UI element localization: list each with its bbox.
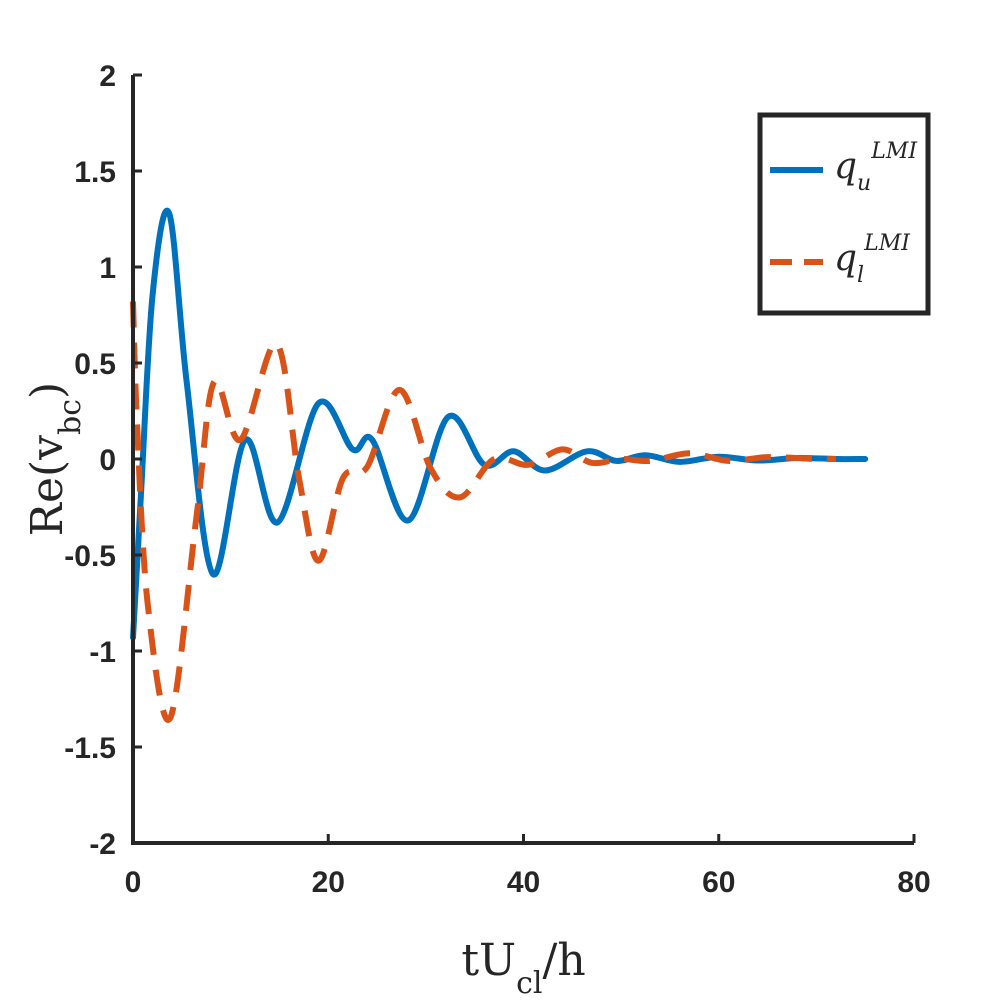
y-tick-label: 1 [99,252,116,285]
x-tick-label: 40 [507,866,540,899]
y-tick-label: 0 [99,444,116,477]
label-subscript: cl [516,966,542,1001]
label-base: Re(v [22,435,73,536]
y-tick-label: 2 [99,60,116,93]
axes [131,73,916,845]
series-line-0 [130,207,869,641]
x-tick-label: 0 [125,866,142,899]
label-subscript: bc [53,399,88,435]
label-tail: /h [543,935,586,986]
plot-lines [130,207,869,723]
y-tick-label: -2 [89,828,116,861]
x-tick-label: 80 [897,866,930,899]
x-tick-label: 20 [312,866,345,899]
series-line-1 [130,301,836,723]
y-tick-label: -1.5 [64,732,116,765]
y-tick-label: 1.5 [74,156,116,189]
y-tick-label: -0.5 [64,540,116,573]
x-axis-title: tUcl/h [461,935,585,1001]
tick-labels: -2-1.5-1-0.500.511.520 20 40 60 80 [64,60,930,899]
x-tick-label: 60 [702,866,735,899]
legend: quLMI qlLMI [757,112,931,316]
y-tick-label: 0.5 [74,348,116,381]
legend-label-1: qlLMI [834,231,911,288]
legend-box [757,112,931,316]
y-axis-title: Re(vbc) [22,382,88,536]
y-tick-label: -1 [89,636,116,669]
legend-label-0: quLMI [834,139,918,196]
label-base: tU [461,935,516,986]
label-tail: ) [22,382,73,399]
